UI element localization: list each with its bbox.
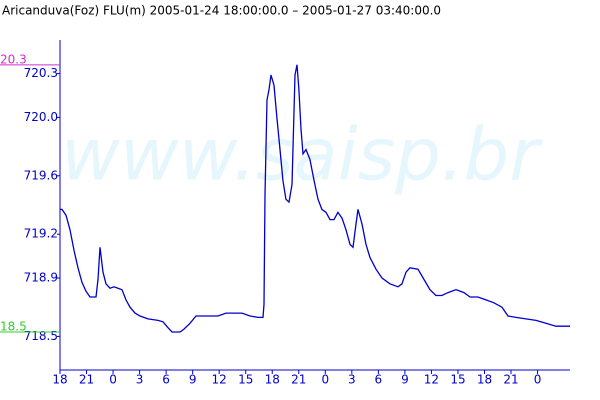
y-tick-label: 718.9: [24, 271, 58, 285]
x-tick-label: 18: [477, 373, 492, 387]
x-tick-label: 0: [534, 373, 542, 387]
x-tick-label: 18: [265, 373, 280, 387]
x-tick-label: 15: [450, 373, 465, 387]
x-tick-label: 3: [348, 373, 356, 387]
x-tick-label: 0: [321, 373, 329, 387]
annotation: 20.3: [0, 52, 27, 66]
x-tick-label: 0: [109, 373, 117, 387]
watermark: www.saisp.br: [61, 113, 543, 197]
x-tick-label: 9: [189, 373, 197, 387]
x-tick-label: 6: [162, 373, 170, 387]
y-tick-label: 720.3: [24, 66, 58, 80]
x-tick-label: 6: [375, 373, 383, 387]
x-tick-label: 15: [238, 373, 253, 387]
annotation: 18.5: [0, 320, 27, 334]
x-tick-label: 21: [291, 373, 306, 387]
y-tick-label: 719.2: [24, 227, 58, 241]
x-tick-label: 3: [136, 373, 144, 387]
chart-title: Aricanduva(Foz) FLU(m) 2005-01-24 18:00:…: [2, 4, 441, 18]
y-tick-label: 718.5: [24, 329, 58, 343]
y-tick-label: 719.6: [24, 168, 58, 182]
x-tick-label: 18: [52, 373, 67, 387]
x-tick-label: 21: [79, 373, 94, 387]
x-tick-label: 12: [212, 373, 227, 387]
series-line: [60, 64, 570, 333]
x-tick-label: 9: [401, 373, 409, 387]
x-tick-label: 21: [503, 373, 518, 387]
x-tick-label: 12: [424, 373, 439, 387]
y-tick-label: 720.0: [24, 110, 58, 124]
